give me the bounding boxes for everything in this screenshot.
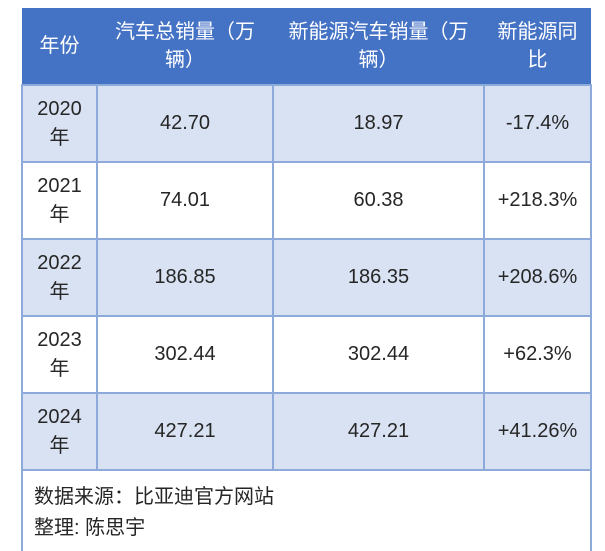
nev-sales-cell: 302.44 xyxy=(272,315,485,394)
col-header-year-line1: 年份 xyxy=(39,34,80,57)
nev-yoy-cell: +62.3% xyxy=(483,315,592,394)
total-sales-cell: 302.44 xyxy=(96,315,274,394)
col-header-nev-sales: 新能源汽车销量（万 辆） xyxy=(273,8,484,85)
nev-sales-cell: 427.21 xyxy=(272,392,485,471)
year-value: 2021 xyxy=(37,174,82,197)
total-sales-cell: 42.70 xyxy=(96,84,274,163)
total-sales-cell: 427.21 xyxy=(96,392,274,471)
nev-yoy-cell: +208.6% xyxy=(483,238,592,317)
col-header-total-sales: 汽车总销量（万 辆） xyxy=(97,8,273,85)
nev-yoy-cell: +41.26% xyxy=(483,392,592,471)
total-sales-cell: 186.85 xyxy=(96,238,274,317)
year-suffix: 年 xyxy=(49,203,70,226)
table-row-2020: 2020 年 42.70 18.97 -17.4% xyxy=(21,84,592,163)
year-value: 2023 xyxy=(37,328,82,351)
year-suffix: 年 xyxy=(49,280,70,303)
footer-cell: 数据来源：比亚迪官方网站 整理: 陈思宇 xyxy=(21,469,592,551)
editor-line: 整理: 陈思宇 xyxy=(34,517,146,539)
col-header-nev-yoy-line1: 新能源同 xyxy=(497,20,578,43)
year-value: 2020 xyxy=(37,97,82,120)
table-header: 年份 汽车总销量（万 辆） 新能源汽车销量（万 辆） 新能源同比 xyxy=(22,8,591,85)
table-row-2021: 2021 年 74.01 60.38 +218.3% xyxy=(21,161,592,240)
col-header-nev-yoy-line2: 比 xyxy=(527,49,548,71)
nev-sales-cell: 18.97 xyxy=(272,84,485,163)
year-cell: 2024 年 xyxy=(21,392,98,471)
table-row-2022: 2022 年 186.85 186.35 +208.6% xyxy=(21,238,592,317)
table-body: 2020 年 42.70 18.97 -17.4% 2021 年 74.01 60.… xyxy=(21,84,592,471)
year-cell: 2023 年 xyxy=(21,315,98,394)
col-header-year: 年份 xyxy=(22,8,97,85)
year-suffix: 年 xyxy=(49,434,70,457)
year-suffix: 年 xyxy=(49,126,70,149)
header-row: 年份 汽车总销量（万 辆） 新能源汽车销量（万 辆） 新能源同比 xyxy=(22,8,591,85)
table-footer: 数据来源：比亚迪官方网站 整理: 陈思宇 xyxy=(21,469,592,551)
nev-sales-cell: 60.38 xyxy=(272,161,485,240)
table-row-2023: 2023 年 302.44 302.44 +62.3% xyxy=(21,315,592,394)
year-suffix: 年 xyxy=(49,357,70,380)
byd-sales-table: 年份 汽车总销量（万 辆） 新能源汽车销量（万 辆） 新能源同比 2020 年 42.… xyxy=(21,8,592,551)
data-source-line: 数据来源：比亚迪官方网站 xyxy=(34,486,274,508)
col-header-nev-yoy: 新能源同比 xyxy=(484,8,591,85)
year-cell: 2020 年 xyxy=(21,84,98,163)
year-cell: 2021 年 xyxy=(21,161,98,240)
nev-sales-cell: 186.35 xyxy=(272,238,485,317)
col-header-nev-sales-line1: 新能源汽车销量（万 xyxy=(288,20,469,43)
nev-yoy-cell: -17.4% xyxy=(483,84,592,163)
col-header-total-sales-line2: 辆） xyxy=(165,49,205,71)
year-value: 2024 xyxy=(37,405,82,428)
year-cell: 2022 年 xyxy=(21,238,98,317)
table-row-2024: 2024 年 427.21 427.21 +41.26% xyxy=(21,392,592,471)
col-header-nev-sales-line2: 辆） xyxy=(358,49,399,71)
col-header-total-sales-line1: 汽车总销量（万 xyxy=(115,20,255,43)
total-sales-cell: 74.01 xyxy=(96,161,274,240)
year-value: 2022 xyxy=(37,251,82,274)
footer-row: 数据来源：比亚迪官方网站 整理: 陈思宇 xyxy=(21,469,592,551)
nev-yoy-cell: +218.3% xyxy=(483,161,592,240)
